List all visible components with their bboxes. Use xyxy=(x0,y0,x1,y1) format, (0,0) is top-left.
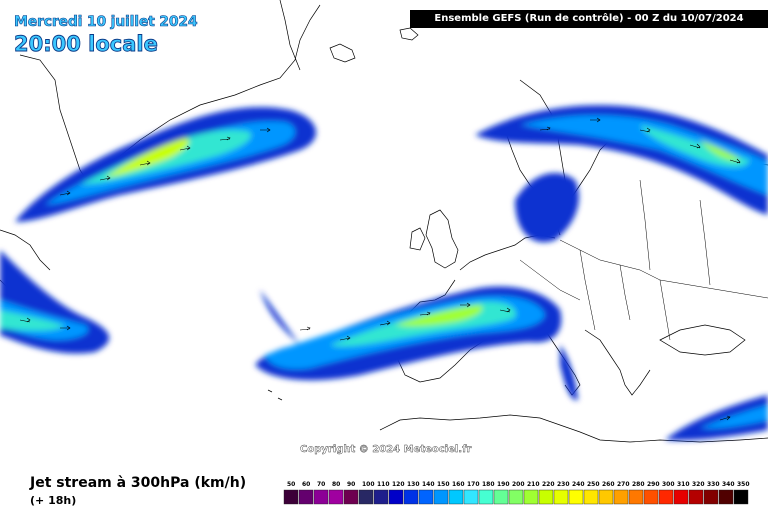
legend-swatch xyxy=(718,489,734,505)
legend-swatch xyxy=(538,489,554,505)
legend-label: 350 xyxy=(737,481,750,488)
legend-swatch xyxy=(313,489,329,505)
legend-swatch xyxy=(373,489,389,505)
legend-swatch xyxy=(388,489,404,505)
legend-label: 70 xyxy=(317,481,325,488)
legend-label: 320 xyxy=(692,481,705,488)
legend-swatch xyxy=(703,489,719,505)
legend-label: 310 xyxy=(677,481,690,488)
legend-swatch xyxy=(628,489,644,505)
legend-swatch xyxy=(283,489,299,505)
jet-europe xyxy=(255,286,578,401)
legend-label: 50 xyxy=(287,481,295,488)
legend-label: 330 xyxy=(707,481,720,488)
jet-west-atlantic xyxy=(0,250,110,354)
legend-swatch xyxy=(583,489,599,505)
legend-swatch xyxy=(418,489,434,505)
legend-swatch xyxy=(448,489,464,505)
legend-swatch xyxy=(358,489,374,505)
legend-label: 140 xyxy=(422,481,435,488)
legend-swatch xyxy=(508,489,524,505)
jet-turkey xyxy=(665,395,768,441)
legend-label: 160 xyxy=(452,481,465,488)
legend-swatch xyxy=(523,489,539,505)
legend-label: 150 xyxy=(437,481,450,488)
color-legend: 50 60 70 80 90 100 110 120 130 140 150 160 170 180 190… xyxy=(283,481,750,505)
copyright-label: Copyright © 2024 Meteociel.fr xyxy=(300,444,472,455)
legend-swatch xyxy=(688,489,704,505)
legend-label: 250 xyxy=(587,481,600,488)
legend-label: 120 xyxy=(392,481,405,488)
legend-label: 60 xyxy=(302,481,310,488)
legend-swatch xyxy=(343,489,359,505)
model-run-header: Ensemble GEFS (Run de contrôle) - 00 Z d… xyxy=(410,10,768,28)
legend-label: 270 xyxy=(617,481,630,488)
coastlines xyxy=(0,0,768,443)
legend-swatch xyxy=(403,489,419,505)
legend-swatch xyxy=(478,489,494,505)
legend-label: 110 xyxy=(377,481,390,488)
legend-swatch xyxy=(568,489,584,505)
legend-swatch xyxy=(463,489,479,505)
legend-swatch xyxy=(733,489,749,505)
legend-swatch xyxy=(598,489,614,505)
legend-label: 210 xyxy=(527,481,540,488)
legend-label: 80 xyxy=(332,481,340,488)
legend-label: 170 xyxy=(467,481,480,488)
legend-label: 90 xyxy=(347,481,355,488)
legend-label: 190 xyxy=(497,481,510,488)
legend-label: 200 xyxy=(512,481,525,488)
legend-swatch xyxy=(553,489,569,505)
parameter-title: Jet stream à 300hPa (km/h) xyxy=(30,475,247,491)
wind-arrows xyxy=(19,117,741,421)
legend-swatch xyxy=(673,489,689,505)
legend-label: 220 xyxy=(542,481,555,488)
legend-label: 260 xyxy=(602,481,615,488)
legend-label: 280 xyxy=(632,481,645,488)
legend-swatch xyxy=(643,489,659,505)
legend-label: 180 xyxy=(482,481,495,488)
legend-label: 100 xyxy=(362,481,375,488)
time-label: 20:00 locale xyxy=(14,32,159,57)
legend-swatch xyxy=(433,489,449,505)
legend-label: 300 xyxy=(662,481,675,488)
lead-time-label: (+ 18h) xyxy=(30,494,77,507)
legend-swatch xyxy=(658,489,674,505)
legend-swatch xyxy=(613,489,629,505)
legend-swatch xyxy=(328,489,344,505)
jet-scandinavia xyxy=(475,105,768,243)
legend-swatch xyxy=(298,489,314,505)
legend-label: 230 xyxy=(557,481,570,488)
legend-label: 290 xyxy=(647,481,660,488)
legend-label: 130 xyxy=(407,481,420,488)
legend-label: 240 xyxy=(572,481,585,488)
legend-swatch xyxy=(493,489,509,505)
date-label: Mercredi 10 juillet 2024 xyxy=(14,14,198,31)
jet-greenland xyxy=(15,107,317,222)
weather-map xyxy=(0,0,768,443)
legend-label: 340 xyxy=(722,481,735,488)
